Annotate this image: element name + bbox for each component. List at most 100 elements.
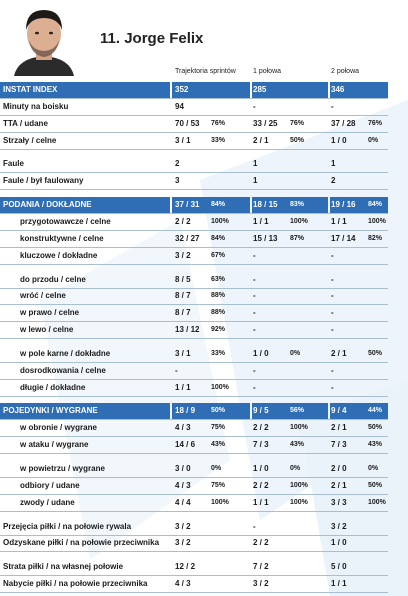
row-label: konstruktywne / celne (20, 233, 104, 243)
row-label: w pole karne / dokładne (20, 348, 111, 358)
cell-value: 4 / 3 (175, 423, 191, 433)
row-label: odbiory / udane (20, 480, 80, 490)
row-label: Strzały / celne (3, 135, 57, 145)
cell-percent: 33% (211, 136, 226, 144)
cell-percent: 88% (211, 309, 226, 317)
cell-percent: 33% (211, 349, 226, 357)
cell-value: 3 / 2 (175, 250, 191, 260)
cell-percent: 100% (211, 383, 229, 391)
section-label: POJEDYNKI / WYGRANE (3, 406, 98, 416)
cell-percent: 83% (290, 201, 305, 209)
table-row (0, 346, 388, 363)
row-label: Odzyskane piłki / na połowie przeciwnika (3, 538, 160, 548)
column-header: 2 połowa (331, 68, 360, 75)
player-photo (8, 4, 78, 76)
cell-value: 3 / 3 (331, 497, 347, 507)
table-row (0, 173, 388, 191)
cell-value: 4 / 4 (175, 497, 191, 507)
cell-percent: 50% (368, 424, 383, 432)
cell-value: 2 / 2 (253, 480, 269, 490)
cell-value: 17 / 14 (331, 233, 356, 243)
cell-value: 2 / 1 (331, 423, 347, 433)
cell-value: 1 / 0 (331, 538, 347, 548)
cell-percent: 50% (368, 349, 383, 357)
cell-percent: 43% (290, 441, 305, 449)
cell-value: 5 / 0 (331, 562, 347, 572)
cell-value: 70 / 53 (175, 118, 200, 128)
cell-value: 285 (253, 85, 267, 94)
cell-highlight (172, 82, 250, 98)
cell-value: - (253, 274, 256, 284)
table-row (0, 495, 388, 512)
table-row (0, 99, 388, 116)
cell-value: - (331, 274, 334, 284)
table-row (0, 116, 388, 133)
cell-value: 15 / 13 (253, 233, 278, 243)
cell-value: - (175, 365, 178, 375)
row-highlight (0, 82, 170, 98)
cell-value: 1 / 0 (253, 464, 269, 473)
cell-value: 1 / 1 (175, 382, 191, 392)
cell-value: 1 / 1 (253, 497, 269, 507)
cell-percent: 100% (290, 481, 308, 489)
table-row (0, 559, 388, 577)
cell-value: - (253, 365, 256, 375)
row-label: dosrodkowania / celne (20, 365, 106, 375)
cell-value: 346 (331, 85, 345, 94)
cell-highlight (330, 82, 388, 98)
cell-value: 14 / 6 (175, 440, 196, 450)
table-row (0, 535, 388, 553)
cell-percent: 100% (290, 424, 308, 432)
row-label: w lewo / celne (20, 325, 74, 335)
cell-value: 12 / 2 (175, 562, 196, 572)
table-row (0, 231, 388, 248)
row-label: kluczowe / dokładne (20, 250, 98, 260)
row-label: długie / dokładne (20, 382, 86, 392)
table-row (0, 363, 388, 380)
cell-value: - (253, 291, 256, 301)
row-label: Faule (3, 159, 24, 169)
cell-value: 1 / 1 (331, 579, 347, 589)
cell-value: - (331, 101, 334, 111)
table-row (0, 305, 388, 323)
row-label: Minuty na boisku (3, 101, 69, 111)
cell-value: - (331, 365, 334, 375)
table-row (0, 403, 388, 421)
cell-value: - (331, 308, 334, 318)
cell-percent: 43% (211, 441, 226, 449)
row-label: TTA / udane (3, 118, 48, 128)
table-row (0, 248, 388, 265)
player-name: 11. Jorge Felix (100, 30, 204, 47)
cell-value: 33 / 25 (253, 118, 278, 128)
cell-percent: 76% (368, 119, 383, 127)
table-row (0, 437, 388, 455)
cell-value: - (331, 291, 334, 301)
cell-percent: 84% (368, 201, 383, 209)
cell-percent: 82% (368, 234, 383, 242)
cell-highlight (172, 197, 250, 214)
cell-percent: 100% (290, 217, 308, 225)
cell-value: - (253, 250, 256, 260)
section-label: INSTAT INDEX (3, 85, 58, 94)
cell-value: 3 / 2 (175, 521, 191, 531)
table-row (0, 576, 388, 594)
cell-value: 352 (175, 85, 189, 94)
cell-percent: 50% (290, 136, 305, 144)
section-label: PODANIA / DOKŁADNE (3, 200, 92, 210)
cell-highlight (252, 197, 328, 214)
cell-percent: 84% (211, 201, 226, 209)
cell-value: - (253, 382, 256, 392)
cell-value: 1 (253, 159, 258, 169)
cell-value: 94 (175, 101, 184, 111)
cell-value: 9 / 4 (331, 406, 347, 416)
row-label: zwody / udane (20, 497, 75, 507)
cell-percent: 50% (211, 407, 226, 415)
row-label: Przejęcia piłki / na połowie rywala (3, 521, 132, 531)
cell-value: 2 / 0 (331, 464, 347, 473)
cell-value: 4 / 3 (175, 480, 191, 490)
column-header: Trajektoria sprintów (175, 68, 236, 75)
cell-value: 7 / 2 (253, 562, 269, 572)
cell-value: 3 / 2 (253, 579, 269, 589)
cell-percent: 100% (368, 498, 386, 506)
